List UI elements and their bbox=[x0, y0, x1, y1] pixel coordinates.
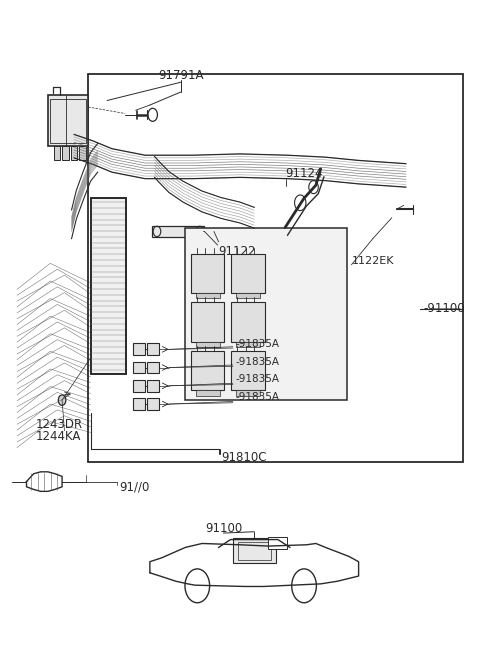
Circle shape bbox=[58, 395, 66, 405]
Bar bbox=[152, 225, 204, 237]
Bar bbox=[147, 344, 159, 355]
Bar bbox=[91, 198, 126, 374]
Bar bbox=[191, 302, 224, 342]
Bar bbox=[133, 398, 145, 410]
Bar bbox=[133, 344, 145, 355]
Bar bbox=[147, 380, 159, 392]
Text: -91835A: -91835A bbox=[235, 392, 279, 402]
Text: 91122: 91122 bbox=[219, 245, 256, 258]
Bar bbox=[71, 146, 77, 160]
Text: 1243DR: 1243DR bbox=[36, 419, 83, 432]
Text: 91100: 91100 bbox=[205, 522, 242, 535]
Text: -91835A: -91835A bbox=[235, 357, 279, 367]
Bar bbox=[88, 74, 463, 462]
Bar bbox=[185, 227, 347, 400]
Bar bbox=[236, 342, 260, 347]
Bar bbox=[79, 146, 86, 160]
Text: 1122EK: 1122EK bbox=[351, 256, 394, 266]
Bar bbox=[196, 292, 219, 298]
Text: 91124: 91124 bbox=[285, 167, 323, 180]
Text: -91835A: -91835A bbox=[235, 374, 279, 384]
Text: 91791A: 91791A bbox=[158, 69, 204, 82]
Bar bbox=[233, 538, 276, 563]
Bar bbox=[196, 390, 219, 396]
Bar bbox=[133, 362, 145, 373]
Bar bbox=[147, 398, 159, 410]
Text: -91835A: -91835A bbox=[235, 339, 279, 349]
Bar bbox=[133, 380, 145, 392]
Bar bbox=[48, 95, 88, 146]
Bar bbox=[62, 146, 69, 160]
Circle shape bbox=[292, 569, 316, 602]
Bar bbox=[236, 292, 260, 298]
Bar bbox=[238, 541, 271, 560]
Text: 91810C: 91810C bbox=[221, 451, 266, 464]
Bar bbox=[191, 351, 224, 390]
Bar bbox=[191, 254, 224, 292]
Circle shape bbox=[185, 569, 210, 602]
Bar bbox=[91, 198, 126, 374]
Bar bbox=[50, 99, 86, 143]
Bar bbox=[147, 362, 159, 373]
Bar bbox=[54, 146, 60, 160]
Bar bbox=[236, 390, 260, 396]
Text: 1244KA: 1244KA bbox=[36, 430, 82, 443]
Bar bbox=[231, 302, 264, 342]
Bar bbox=[268, 537, 288, 549]
Bar bbox=[231, 254, 264, 292]
Text: 91//0: 91//0 bbox=[119, 481, 149, 494]
Bar bbox=[231, 351, 264, 390]
Bar bbox=[196, 342, 219, 347]
Text: -91100: -91100 bbox=[424, 302, 466, 315]
